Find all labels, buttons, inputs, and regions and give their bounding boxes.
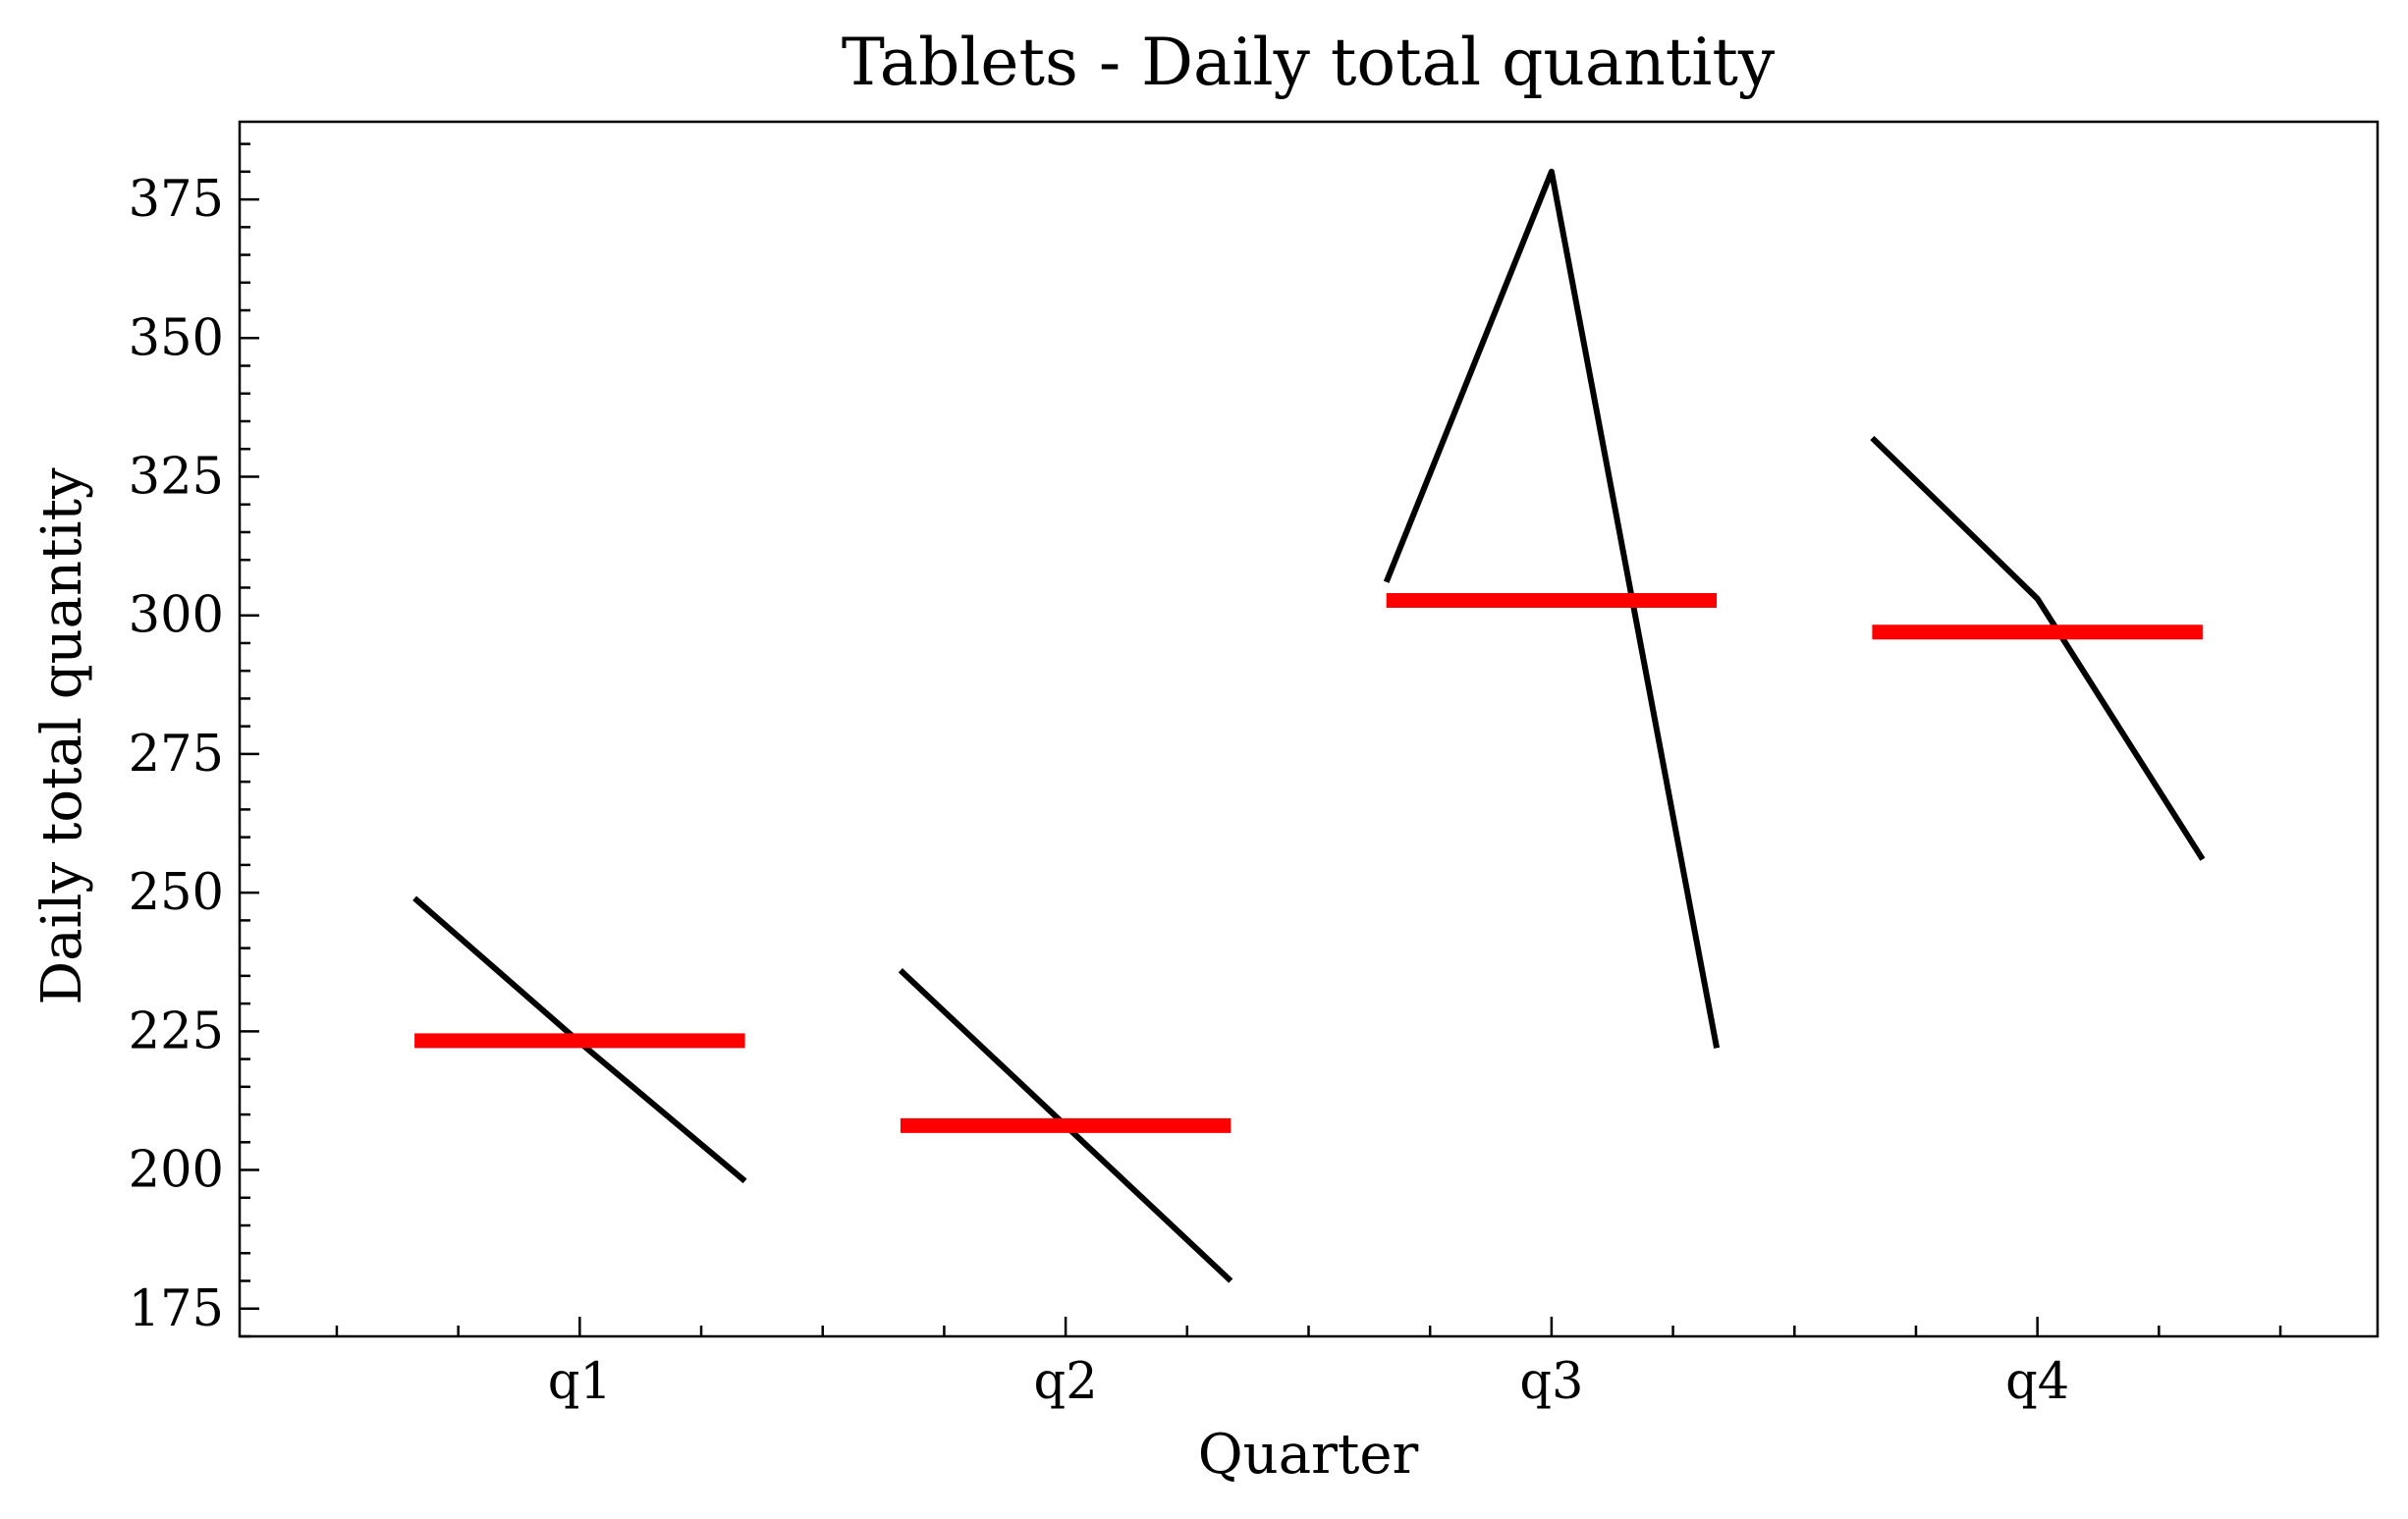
y-tick-label: 200 [129,1142,224,1200]
series-line-q3 [1383,168,1721,1049]
series-line-q4 [1870,435,2206,861]
x-axis-label: Quarter [1198,1423,1419,1487]
axis-ticks: 175 200 225 250 275 300 325 350 375 q1 q2 q3 q4 [129,142,2282,1411]
y-tick-label: 175 [129,1280,224,1338]
y-tick-label: 225 [129,1003,224,1060]
y-tick-label: 275 [129,726,224,784]
y-axis-label: Daily total quantity [30,467,94,1005]
x-tick-label: q3 [1519,1353,1583,1411]
x-tick-label: q1 [548,1353,612,1411]
plot-area [412,168,2206,1283]
chart-title: Tablets - Daily total quantity [842,25,1776,100]
y-tick-label: 350 [129,309,224,367]
x-tick-label: q4 [2005,1353,2069,1411]
y-tick-label: 325 [129,448,224,506]
x-tick-label: q2 [1034,1353,1098,1411]
y-tick-label: 300 [129,587,224,645]
y-tick-label: 375 [129,171,224,229]
y-tick-label: 250 [129,864,224,922]
